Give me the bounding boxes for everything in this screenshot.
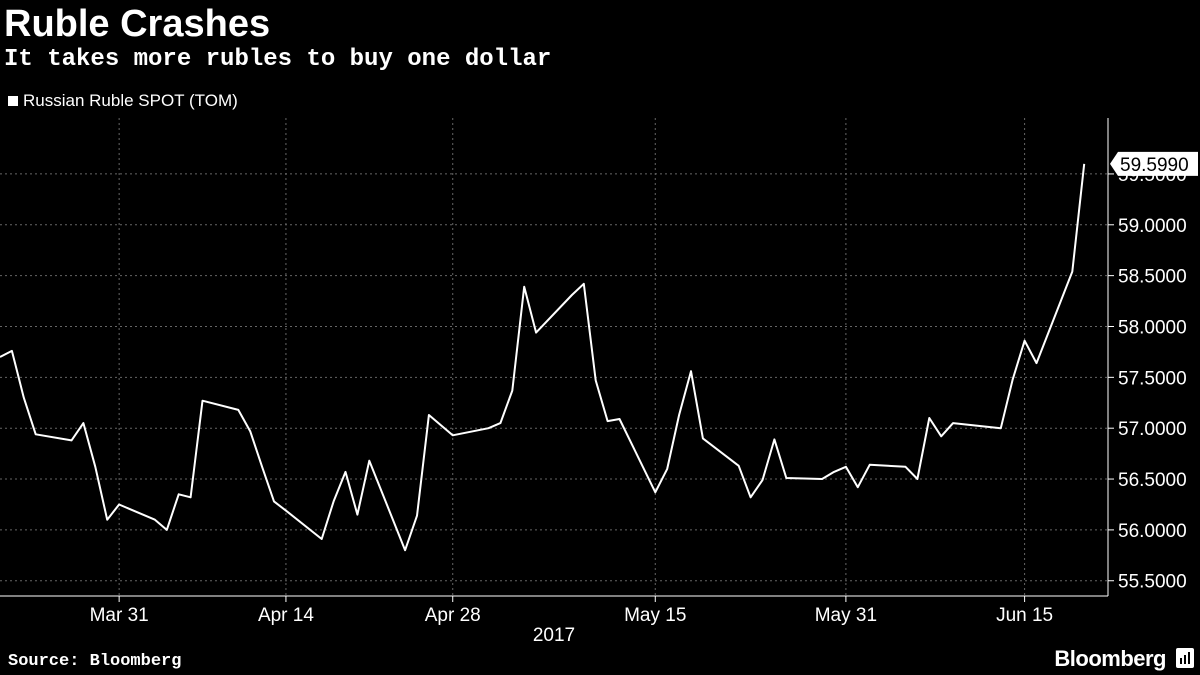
last-value-label: 59.5990 — [1120, 155, 1189, 176]
chart-title: Ruble Crashes — [4, 3, 271, 45]
y-tick-label: 58.5000 — [1118, 267, 1187, 288]
y-tick-label: 56.0000 — [1118, 521, 1187, 542]
x-tick-label: May 15 — [624, 605, 686, 626]
last-value-callout — [1110, 151, 1198, 176]
series-line — [0, 163, 1086, 552]
x-tick-label: May 31 — [815, 605, 877, 626]
y-tick-label: 59.0000 — [1118, 216, 1187, 237]
bloomberg-logo: Bloomberg — [1054, 646, 1166, 671]
x-tick-label: Mar 31 — [90, 605, 149, 626]
axis-layer: 55.5000 56.0000 56.5000 57.0000 57.5000 58.00… — [0, 118, 1187, 646]
x-axis-year-label: 2017 — [533, 625, 575, 646]
y-tick-label: 58.0000 — [1118, 317, 1187, 338]
x-tick-label: Apr 14 — [258, 605, 314, 626]
legend: Russian Ruble SPOT (TOM) — [8, 91, 238, 111]
legend-swatch — [8, 96, 18, 106]
y-tick-label: 56.5000 — [1118, 470, 1187, 491]
chart-subtitle: It takes more rubles to buy one dollar — [4, 46, 552, 73]
source-note: Source: Bloomberg — [8, 652, 182, 671]
x-tick-label: Jun 15 — [996, 605, 1053, 626]
legend-label: Russian Ruble SPOT (TOM) — [23, 91, 238, 110]
series-layer — [0, 163, 1086, 552]
y-tick-label: 57.0000 — [1118, 419, 1187, 440]
terminal-icon — [1176, 648, 1194, 668]
label-layer: 59.5990 — [1110, 151, 1198, 176]
y-tick-label: 57.5000 — [1118, 368, 1187, 389]
y-tick-label: 55.5000 — [1118, 572, 1187, 593]
x-tick-label: Apr 28 — [425, 605, 481, 626]
grid-layer — [0, 118, 1108, 596]
